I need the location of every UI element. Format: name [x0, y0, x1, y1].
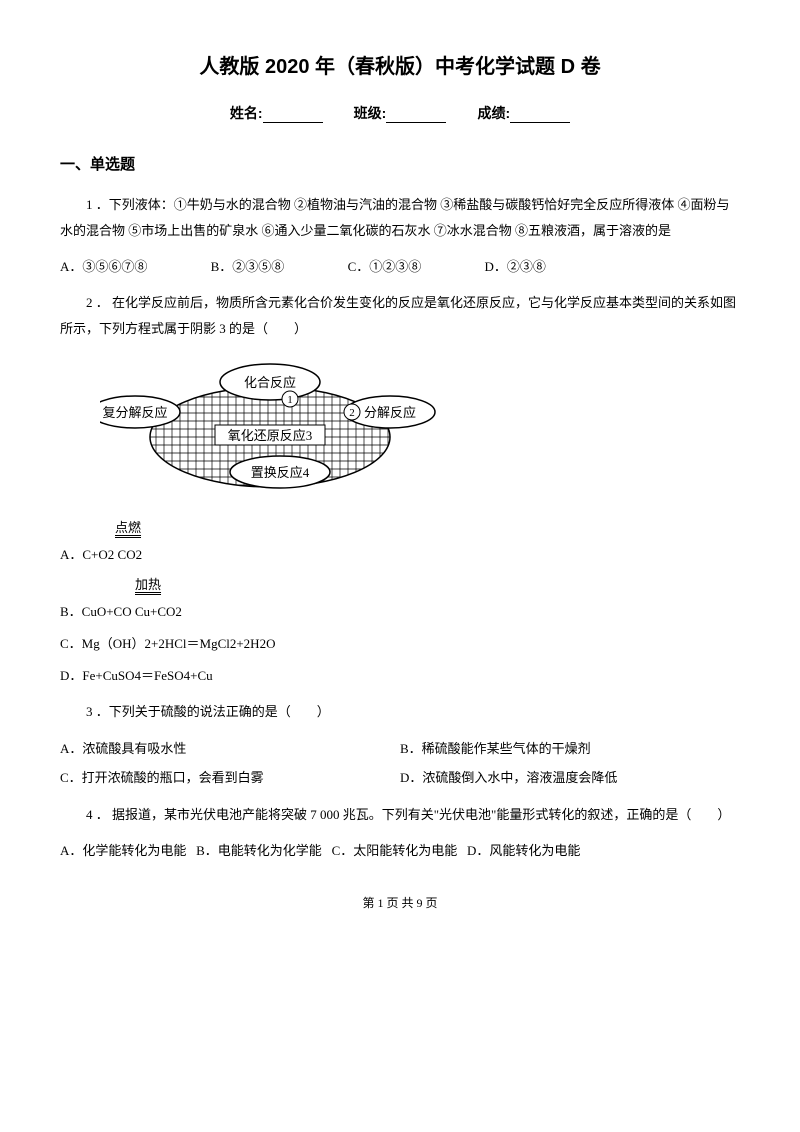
q3-optB: B．稀硫酸能作某些气体的干燥剂	[400, 735, 740, 764]
page-title: 人教版 2020 年（春秋版）中考化学试题 D 卷	[60, 50, 740, 79]
diagram-displace-label: 置换反应4	[251, 465, 310, 480]
q1-optA: A．③⑤⑥⑦⑧	[60, 254, 147, 280]
diagram-redox-label: 氧化还原反应3	[228, 428, 313, 443]
q1-optC: C．①②③⑧	[348, 254, 422, 280]
class-blank[interactable]	[386, 108, 446, 123]
student-info-row: 姓名: 班级: 成绩:	[60, 103, 740, 123]
q3-optD: D．浓硫酸倒入水中，溶液温度会降低	[400, 764, 740, 793]
score-label: 成绩:	[477, 105, 510, 121]
q2-diagram: 化合反应 复分解反应 分解反应 氧化还原反应3 置换反应4 1 2	[100, 357, 740, 502]
q4-optB: B．电能转化为化学能	[196, 843, 322, 858]
name-label: 姓名:	[230, 105, 263, 121]
q3-options: A．浓硫酸具有吸水性 B．稀硫酸能作某些气体的干燥剂 C．打开浓硫酸的瓶口，会看…	[60, 735, 740, 792]
diagram-num1: 1	[287, 394, 293, 406]
q3-optA: A．浓硫酸具有吸水性	[60, 735, 400, 764]
q3-optC: C．打开浓硫酸的瓶口，会看到白雾	[60, 764, 400, 793]
q4-optC: C．太阳能转化为电能	[332, 843, 458, 858]
diagram-combine-label: 化合反应	[244, 375, 296, 390]
q2-optD: D．Fe+CuSO4＝FeSO4+Cu	[60, 663, 740, 689]
diagram-decompose-label: 分解反应	[364, 405, 416, 420]
score-blank[interactable]	[510, 108, 570, 123]
q2-condA: 点燃	[115, 520, 141, 535]
class-label: 班级:	[354, 105, 387, 121]
q4-optD: D．风能转化为电能	[467, 843, 580, 858]
section-header: 一、单选题	[60, 153, 740, 174]
q1-optD: D．②③⑧	[484, 254, 545, 280]
diagram-num2: 2	[349, 407, 355, 419]
q4-text: 4 ． 据报道，某市光伏电池产能将突破 7 000 兆瓦。下列有关"光伏电池"能…	[60, 802, 740, 828]
q2-optC: C．Mg（OH）2+2HCl＝MgCl2+2H2O	[60, 631, 740, 657]
q2-condB: 加热	[135, 577, 161, 592]
q3-text: 3 ．下列关于硫酸的说法正确的是（ ）	[60, 699, 740, 725]
q4-options: A．化学能转化为电能 B．电能转化为化学能 C．太阳能转化为电能 D．风能转化为…	[60, 838, 740, 864]
name-blank[interactable]	[263, 108, 323, 123]
q2-optB: B．CuO+CO Cu+CO2	[60, 599, 740, 625]
q4-optA: A．化学能转化为电能	[60, 843, 186, 858]
diagram-metathesis-label: 复分解反应	[102, 405, 167, 420]
q2-optA: A．C+O2 CO2	[60, 542, 740, 568]
q1-optB: B．②③⑤⑧	[211, 254, 285, 280]
q2-text: 2 ． 在化学反应前后，物质所含元素化合价发生变化的反应是氧化还原反应，它与化学…	[60, 290, 740, 342]
q1-text: 1 ．下列液体：①牛奶与水的混合物 ②植物油与汽油的混合物 ③稀盐酸与碳酸钙恰好…	[60, 192, 740, 244]
page-footer: 第 1 页 共 9 页	[60, 894, 740, 911]
exam-page: 人教版 2020 年（春秋版）中考化学试题 D 卷 姓名: 班级: 成绩: 一、…	[0, 0, 800, 941]
q1-options: A．③⑤⑥⑦⑧ B．②③⑤⑧ C．①②③⑧ D．②③⑧	[60, 254, 740, 280]
